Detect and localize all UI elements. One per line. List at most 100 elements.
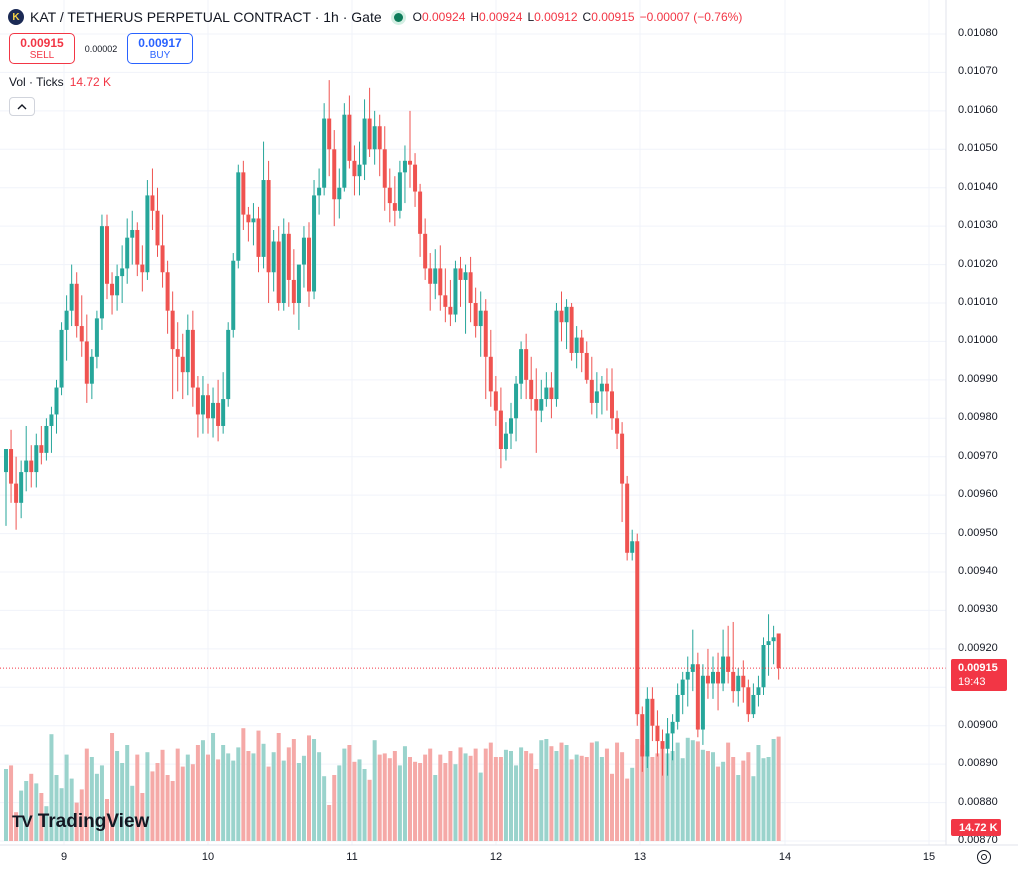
candle-body (610, 391, 614, 419)
volume-bar (266, 766, 271, 841)
candle (140, 245, 145, 292)
candle-body (604, 383, 609, 392)
candle-body (726, 656, 731, 672)
candle-body (716, 671, 721, 684)
candle-body (49, 414, 54, 426)
candle (29, 445, 34, 488)
volume-bar (655, 753, 660, 841)
candle-body (246, 214, 251, 223)
candle (559, 291, 564, 342)
volume-bar (110, 733, 115, 841)
candle-body (29, 460, 34, 473)
volume-bar (554, 751, 559, 841)
candlestick-series (4, 80, 781, 776)
candle (79, 295, 84, 357)
tradingview-logo[interactable]: TV TradingView (12, 811, 149, 833)
candle (690, 629, 695, 692)
volume-bar (438, 754, 443, 841)
candle (94, 310, 99, 369)
candle-body (731, 671, 736, 692)
candle-body (64, 310, 69, 330)
volume-bar (312, 739, 317, 841)
bar-countdown: 19:43 (958, 676, 986, 688)
candle-body (211, 402, 216, 419)
candle-body (408, 160, 412, 165)
candle (125, 218, 130, 284)
candle (579, 329, 584, 373)
volume-bar (620, 752, 625, 841)
candle (246, 206, 251, 242)
candle-body (493, 391, 498, 411)
volume-bar (296, 763, 301, 841)
open-label: O (412, 10, 422, 24)
volume-bar (49, 734, 54, 841)
volume-bar (690, 740, 695, 841)
candle (721, 629, 726, 692)
volume-bar (428, 748, 433, 841)
candle-body (89, 356, 94, 384)
volume-bar (231, 760, 236, 841)
candle-body (397, 172, 402, 211)
candle-body (221, 399, 226, 426)
candle (195, 376, 200, 438)
volume-bar (140, 793, 145, 841)
candle (680, 671, 685, 715)
volume-bar (418, 763, 423, 841)
volume-bar (695, 741, 700, 841)
market-status-icon (393, 12, 403, 22)
candle-body (630, 541, 635, 553)
candle-body (99, 226, 104, 319)
candle (372, 110, 377, 165)
symbol-title[interactable]: KAT / TETHERUS PERPETUAL CONTRACT · 1h ·… (30, 9, 382, 25)
candle-body (185, 329, 190, 373)
volume-bar (367, 779, 372, 841)
volume-bar (726, 742, 731, 841)
candle-body (579, 337, 584, 353)
candle-body (317, 187, 322, 196)
candle-body (231, 260, 236, 330)
candle (549, 372, 554, 419)
price-tick-label: 0.00930 (958, 603, 998, 616)
sell-button[interactable]: 0.00915 SELL (9, 33, 75, 64)
buy-button[interactable]: 0.00917 BUY (127, 33, 193, 64)
candle-body (766, 641, 771, 646)
candle-body (251, 218, 256, 223)
candle-body (281, 233, 286, 303)
candle (564, 299, 569, 350)
volume-bar (670, 751, 675, 841)
volume-bar (362, 769, 367, 841)
candle-body (539, 399, 544, 411)
sell-price: 0.00915 (20, 35, 64, 50)
candle (54, 379, 59, 434)
candle-body (175, 349, 180, 357)
candle (155, 187, 160, 257)
volume-legend[interactable]: Vol · Ticks 14.72 K (9, 75, 111, 89)
volume-bar (660, 747, 665, 841)
candle (731, 621, 736, 703)
volume-bar (271, 752, 276, 841)
candle-body (382, 149, 387, 188)
settings-gear-icon[interactable] (977, 850, 991, 864)
candle (438, 245, 443, 311)
candle (74, 272, 79, 338)
candle (483, 299, 488, 400)
volume-bar (180, 766, 185, 841)
candle-body (574, 337, 579, 353)
sell-label: SELL (29, 49, 55, 61)
candle (751, 683, 756, 719)
candle-body (519, 349, 524, 384)
candle (145, 180, 150, 280)
volume-bar (423, 754, 428, 841)
volume-bar (463, 753, 468, 841)
candle (44, 418, 49, 461)
volume-bar (291, 739, 296, 841)
candle-body (599, 383, 604, 392)
volume-bar (680, 758, 685, 841)
collapse-legend-button[interactable] (9, 97, 35, 116)
candle (554, 303, 559, 407)
candle-body (529, 379, 534, 400)
candle (185, 314, 190, 396)
candle (24, 425, 29, 492)
candle-body (256, 218, 261, 257)
